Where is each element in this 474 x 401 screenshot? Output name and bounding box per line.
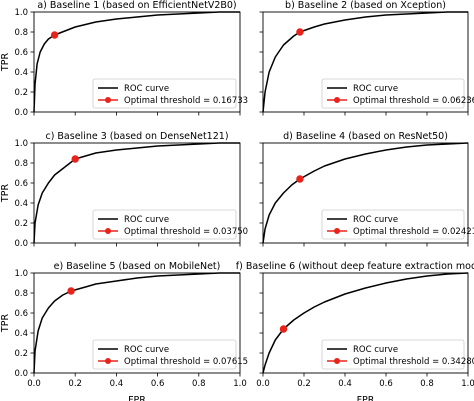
optimal-threshold-point	[279, 325, 288, 333]
panel-title: a) Baseline 1 (based on EfficientNetV2B0…	[37, 0, 236, 11]
y-axis-label: TPR	[0, 314, 11, 334]
legend-roc-label: ROC curve	[353, 215, 398, 225]
optimal-threshold-point	[71, 155, 79, 163]
y-tick-label: 0.4	[14, 199, 28, 209]
roc-curve	[33, 11, 240, 113]
x-tick-label: 0.0	[256, 379, 270, 389]
y-tick-label: 1.0	[14, 139, 28, 149]
x-tick-label: 1.0	[461, 379, 474, 389]
y-tick-label: 0.0	[14, 239, 28, 249]
legend-threshold-marker	[105, 228, 111, 234]
optimal-threshold-point	[50, 31, 59, 39]
y-tick-label: 0.2	[14, 349, 28, 359]
legend-threshold-marker	[334, 358, 340, 364]
x-axis-label: FPR	[128, 395, 146, 401]
legend-box	[321, 339, 465, 370]
y-tick-label: 0.0	[14, 369, 28, 379]
y-tick-label: 0.6	[14, 179, 28, 189]
x-tick-label: 0.6	[151, 379, 165, 389]
legend-box	[92, 209, 237, 240]
roc-curve	[262, 272, 469, 374]
legend-roc-label: ROC curve	[124, 345, 169, 355]
x-tick-label: 0.4	[110, 379, 124, 389]
x-tick-label: 0.2	[68, 379, 82, 389]
plot-frame	[262, 272, 469, 374]
x-tick-label: 0.0	[27, 379, 41, 389]
x-tick-label: 0.8	[420, 379, 434, 389]
panel-title: d) Baseline 4 (based on ResNet50)	[283, 131, 448, 142]
legend-box	[92, 78, 237, 109]
panel-title: f) Baseline 6 (without deep feature extr…	[236, 261, 474, 272]
x-tick-label: 0.8	[192, 379, 206, 389]
roc-curve	[262, 11, 468, 113]
legend-threshold-label: Optimal threshold = 0.16733	[124, 96, 248, 106]
optimal-threshold-point	[296, 28, 304, 36]
optimal-threshold-point	[67, 287, 75, 295]
x-tick-label: 0.2	[297, 379, 311, 389]
y-axis-label: TPR	[0, 184, 11, 204]
legend-threshold-marker	[105, 97, 111, 103]
legend-roc-label: ROC curve	[353, 84, 398, 94]
y-tick-label: 1.0	[14, 269, 28, 279]
x-tick-label: 0.6	[379, 379, 393, 389]
legend-roc-label: ROC curve	[124, 215, 169, 225]
y-tick-label: 0.0	[14, 108, 28, 118]
y-axis-label: TPR	[0, 53, 11, 73]
roc-curve	[33, 142, 240, 244]
plot-frame	[33, 272, 241, 374]
legend-roc-label: ROC curve	[353, 345, 398, 355]
legend-threshold-label: Optimal threshold = 0.03750	[124, 227, 248, 237]
y-tick-label: 0.6	[14, 48, 28, 58]
legend-threshold-marker	[334, 228, 340, 234]
y-tick-label: 0.8	[14, 159, 28, 169]
panel-title: b) Baseline 2 (based on Xception)	[285, 0, 446, 11]
roc-curve	[33, 272, 240, 374]
plot-frame	[33, 142, 241, 244]
x-axis-label: FPR	[357, 395, 375, 401]
plot-frame	[33, 11, 241, 113]
legend-roc-label: ROC curve	[124, 84, 169, 94]
legend-box	[92, 339, 237, 370]
legend-threshold-marker	[105, 358, 111, 364]
legend-box	[321, 78, 465, 109]
y-tick-label: 1.0	[14, 8, 28, 18]
roc-curve	[262, 142, 469, 244]
y-tick-label: 0.4	[14, 329, 28, 339]
y-tick-label: 0.2	[14, 219, 28, 229]
y-tick-label: 0.2	[14, 88, 28, 98]
legend-threshold-label: Optimal threshold = 0.07615	[124, 357, 248, 367]
legend-box	[321, 209, 465, 240]
legend-threshold-label: Optimal threshold = 0.02421	[353, 227, 474, 237]
optimal-threshold-point	[296, 175, 304, 183]
y-tick-label: 0.4	[14, 68, 28, 78]
legend-threshold-marker	[334, 97, 340, 103]
plot-frame	[262, 142, 469, 244]
legend-threshold-label: Optimal threshold = 0.06236	[353, 96, 474, 106]
y-tick-label: 0.8	[14, 289, 28, 299]
plot-frame	[262, 11, 469, 113]
legend-threshold-label: Optimal threshold = 0.34280	[353, 357, 474, 367]
panel-title: e) Baseline 5 (based on MobileNet)	[54, 261, 221, 272]
x-tick-label: 1.0	[233, 379, 247, 389]
y-tick-label: 0.6	[14, 309, 28, 319]
y-tick-label: 0.8	[14, 28, 28, 38]
panel-title: c) Baseline 3 (based on DenseNet121)	[45, 131, 228, 142]
x-tick-label: 0.4	[338, 379, 352, 389]
